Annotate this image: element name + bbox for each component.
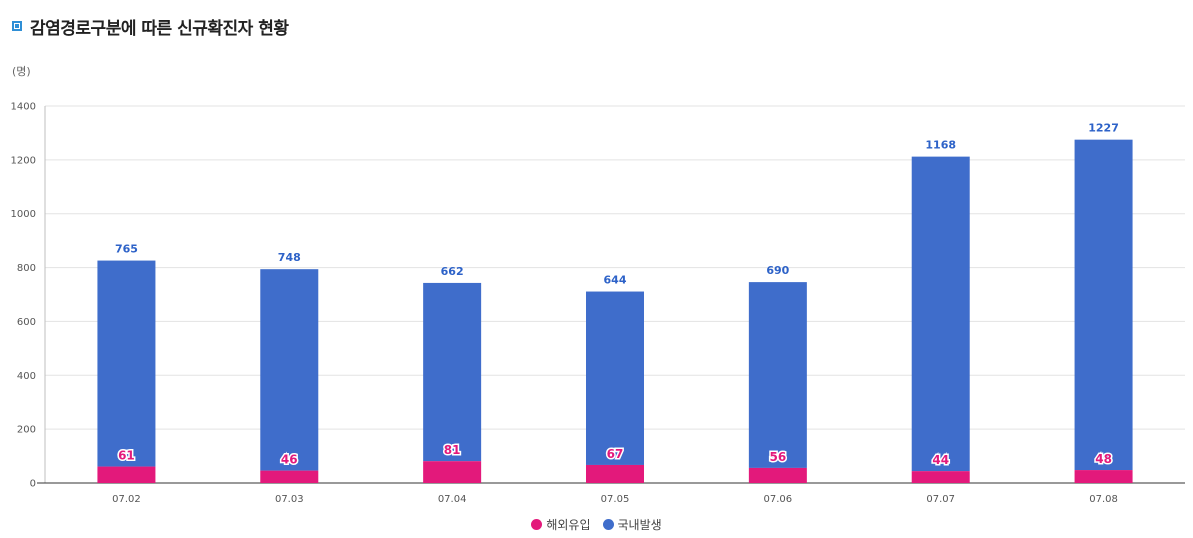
bar-domestic	[423, 282, 482, 462]
legend-swatch-overseas	[531, 519, 543, 530]
data-label-domestic: 765	[115, 243, 138, 256]
data-label-overseas: 48	[1095, 452, 1112, 466]
data-label-overseas: 44	[932, 453, 949, 467]
data-label-domestic: 748	[278, 251, 301, 264]
legend-label-overseas: 해외유입	[546, 518, 591, 532]
y-tick-label: 0	[30, 479, 36, 490]
data-label-domestic: 690	[766, 264, 789, 277]
data-label-domestic: 644	[604, 274, 627, 287]
data-label-overseas: 61	[118, 449, 135, 463]
legend: 해외유입 국내발생	[0, 516, 1193, 533]
data-label-overseas: 67	[607, 447, 624, 461]
legend-item-domestic[interactable]: 국내발생	[602, 516, 662, 533]
data-label-overseas: 46	[281, 453, 298, 467]
bar-overseas	[97, 466, 156, 483]
legend-label-domestic: 국내발생	[617, 518, 662, 532]
x-tick-label: 07.05	[601, 494, 630, 505]
bar-overseas	[423, 461, 482, 483]
bar-overseas	[1074, 470, 1133, 483]
bar-domestic	[911, 156, 970, 472]
data-label-domestic: 1227	[1088, 122, 1119, 135]
legend-item-overseas[interactable]: 해외유입	[531, 516, 591, 533]
bar-overseas	[748, 467, 807, 483]
y-tick-label: 1400	[11, 102, 36, 113]
bar-overseas	[260, 470, 319, 483]
data-label-domestic: 1168	[925, 139, 956, 152]
y-tick-label: 800	[17, 263, 36, 274]
chart-title-block: 감염경로구분에 따른 신규확진자 현황	[12, 14, 289, 39]
x-tick-label: 07.04	[438, 494, 467, 505]
data-label-domestic: 662	[441, 265, 464, 278]
x-tick-label: 07.02	[112, 494, 141, 505]
chart-title: 감염경로구분에 따른 신규확진자 현황	[30, 18, 289, 39]
y-tick-label: 1000	[11, 209, 36, 220]
legend-swatch-domestic	[602, 519, 614, 530]
bar-overseas	[911, 471, 970, 483]
y-tick-label: 400	[17, 371, 36, 382]
square-bullet-icon	[12, 21, 22, 31]
bar-domestic	[1074, 139, 1133, 471]
y-tick-label: 200	[17, 425, 36, 436]
bar-domestic	[260, 269, 319, 471]
y-tick-label: 1200	[11, 155, 36, 166]
bar-overseas	[586, 464, 644, 483]
stacked-bar-chart: 0 200 400 600 800 1000 1200 1400 765 61 07.02 748 46…	[11, 102, 1185, 505]
bar-domestic	[586, 291, 644, 465]
x-tick-label: 07.03	[275, 494, 304, 505]
data-label-overseas: 56	[770, 450, 787, 464]
bar-domestic	[748, 282, 807, 468]
x-tick-label: 07.06	[764, 494, 793, 505]
y-tick-label: 600	[17, 317, 36, 328]
data-label-overseas: 81	[444, 443, 461, 457]
x-tick-label: 07.07	[926, 494, 955, 505]
x-tick-label: 07.08	[1089, 494, 1118, 505]
bar-domestic	[97, 260, 156, 467]
y-axis-unit: (명)	[12, 65, 31, 78]
